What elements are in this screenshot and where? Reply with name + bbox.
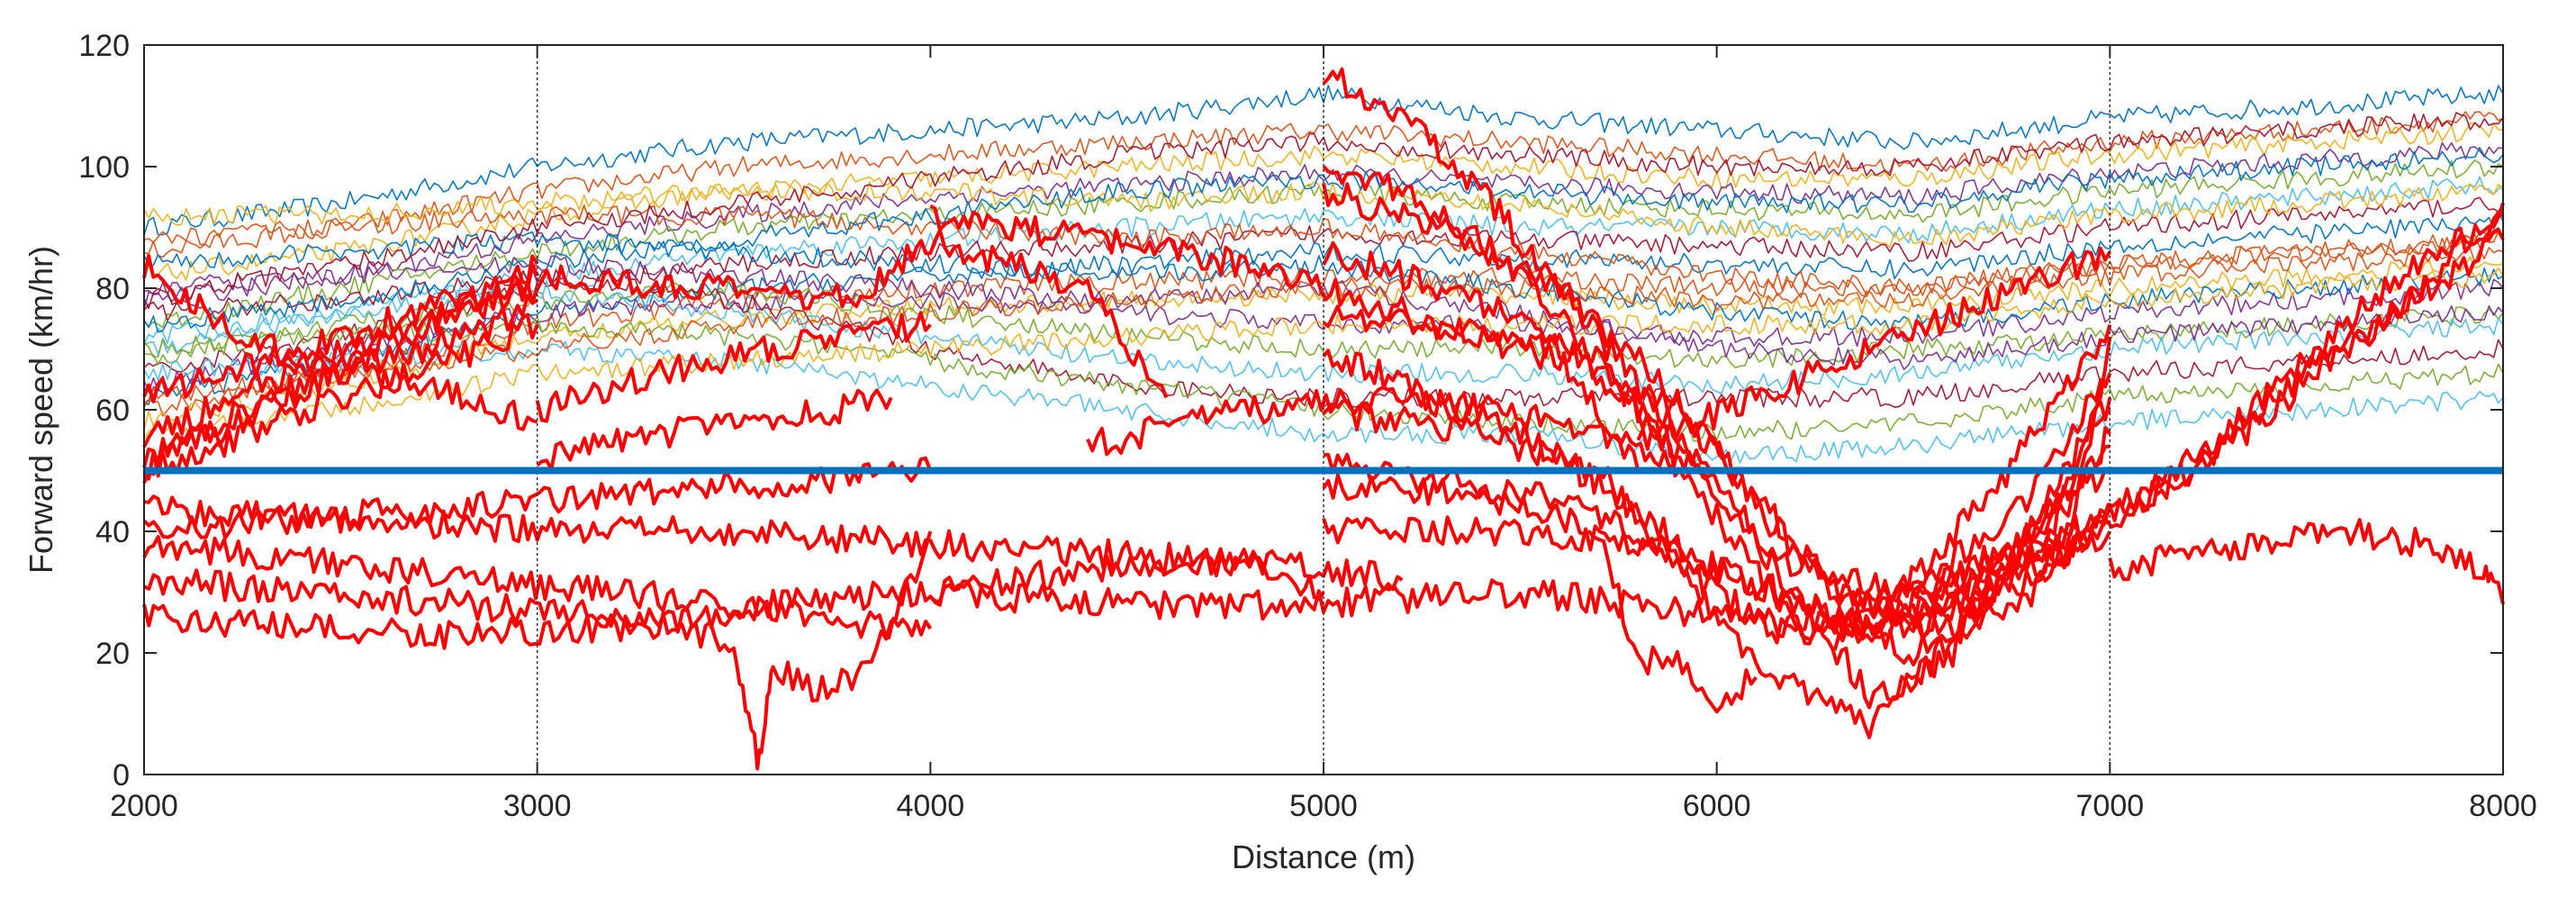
- y-axis-label: Forward speed (km/hr): [23, 246, 59, 574]
- highlighted-speed-trace: [536, 388, 893, 472]
- y-tick-label: 120: [78, 29, 130, 63]
- y-tick-label: 0: [113, 758, 130, 793]
- highlighted-speed-trace: [1322, 304, 2112, 640]
- highlighted-speed-trace: [1636, 246, 2112, 452]
- y-tick-label: 100: [78, 150, 130, 185]
- x-tick-label: 7000: [2076, 789, 2145, 823]
- y-tick-label: 60: [95, 394, 130, 428]
- highlighted-speed-trace: [1322, 165, 2111, 639]
- highlighted-speed-trace: [1322, 506, 2112, 666]
- x-tick-label: 2000: [110, 789, 178, 823]
- highlighted-speed-trace: [1322, 67, 2112, 710]
- vertical-marker-layer: [536, 45, 2111, 775]
- y-tick-label: 20: [95, 637, 130, 671]
- x-tick-label: 5000: [1289, 789, 1358, 823]
- highlighted-speed-trace: [1872, 227, 2505, 611]
- highlighted-speed-trace: [142, 552, 1325, 650]
- highlighted-speed-trace: [142, 262, 539, 403]
- x-axis-ticks: 2000 3000 4000 5000 6000 7000 8000: [110, 45, 2537, 823]
- highlighted-speed-trace: [929, 204, 1641, 471]
- highlighted-speed-trace: [143, 494, 1404, 592]
- x-tick-label: 3000: [503, 789, 572, 823]
- x-tick-label: 8000: [2469, 789, 2537, 823]
- highlighted-speed-trace: [535, 228, 1169, 399]
- x-tick-label: 4000: [897, 789, 965, 823]
- y-tick-label: 80: [95, 272, 130, 306]
- y-tick-label: 40: [95, 515, 130, 549]
- highlighted-speed-trace: [1322, 240, 2112, 600]
- highlighted-speed-trace: [2108, 518, 2505, 605]
- highlighted-speed-trace: [1322, 473, 1758, 714]
- highlighted-speed-trace: [142, 313, 539, 485]
- highlighted-speed-trace: [142, 254, 538, 431]
- highlighted-speed-trace: [143, 530, 933, 771]
- highlighted-speed-trace: [1912, 211, 2504, 641]
- highlighted-speed-trace: [142, 535, 932, 639]
- highlighted-speed-trace: [1086, 385, 1719, 479]
- x-axis-label: Distance (m): [1232, 838, 1415, 875]
- x-tick-label: 6000: [1683, 789, 1751, 823]
- highlighted-speed-trace: [535, 311, 932, 423]
- y-axis-ticks: 0 20 40 60 80 100 120: [78, 29, 2503, 793]
- highlighted-speed-trace: [142, 279, 539, 448]
- highlighted-speed-trace: [1322, 399, 2111, 739]
